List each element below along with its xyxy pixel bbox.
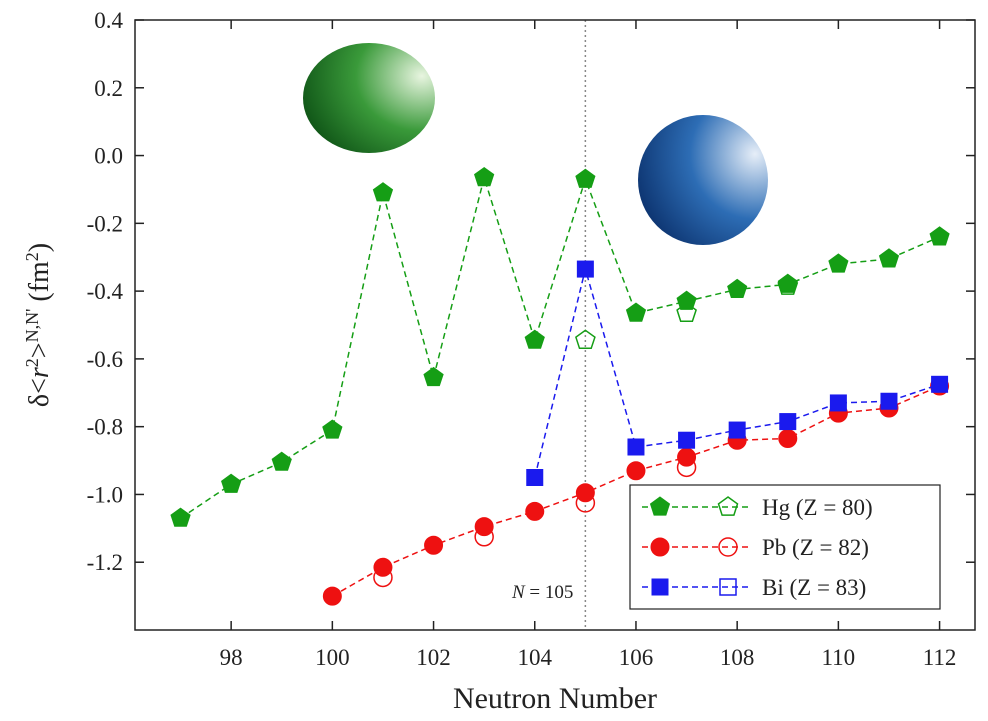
marker: [322, 419, 343, 439]
marker: [878, 248, 900, 268]
marker: [778, 429, 798, 449]
x-tick-label: 98: [220, 645, 243, 670]
marker: [526, 469, 544, 486]
y-tick-label: 0.0: [94, 144, 123, 169]
legend-label: Pb (Z = 82): [762, 535, 869, 560]
annotation-part: = 105: [525, 582, 574, 603]
y-tick-label: 0.2: [94, 76, 123, 101]
x-axis-label: Neutron Number: [453, 682, 657, 715]
marker: [777, 273, 798, 293]
spherical-nucleus: [638, 115, 768, 245]
series-line: [180, 174, 940, 519]
marker: [575, 168, 596, 188]
x-tick-label: 108: [720, 645, 755, 670]
marker: [880, 392, 898, 410]
marker: [322, 586, 342, 606]
marker: [424, 535, 444, 555]
x-tick-label: 100: [315, 645, 350, 670]
marker: [170, 507, 191, 527]
x-tick-label: 106: [619, 645, 654, 670]
y-tick-label: -0.4: [87, 279, 124, 304]
legend-marker: [719, 578, 737, 596]
annotation: N = 105: [511, 582, 573, 603]
legend-marker: [649, 496, 671, 516]
marker: [678, 431, 696, 449]
y-axis-label-part: r: [24, 367, 55, 378]
legend-box: [629, 484, 941, 610]
open-marker: [575, 329, 596, 350]
x-tick-label: 110: [822, 645, 856, 670]
y-axis-label-part: N,N': [22, 309, 42, 343]
y-tick-label: 0.4: [94, 8, 123, 33]
marker: [929, 226, 950, 246]
marker: [474, 166, 495, 187]
marker: [221, 473, 242, 493]
marker: [829, 394, 847, 412]
open-marker: [676, 302, 697, 322]
marker: [423, 366, 444, 387]
y-tick-label: -1.2: [87, 550, 123, 575]
x-tick-label: 102: [416, 645, 451, 670]
marker: [728, 421, 746, 439]
y-axis-label-part: >: [24, 342, 55, 358]
y-axis-label-part: δ<: [24, 378, 55, 407]
marker: [524, 329, 545, 349]
legend-marker: [717, 496, 739, 516]
y-tick-label: -0.6: [87, 347, 123, 372]
y-axis-label-part: (fm: [24, 261, 55, 309]
annotation-part: N: [511, 582, 526, 603]
plot-frame: [134, 19, 976, 631]
deformed-nucleus: [303, 43, 435, 153]
legend-label: Bi (Z = 83): [762, 575, 866, 600]
marker: [576, 260, 594, 278]
y-axis-label-part: 2: [22, 358, 42, 367]
marker: [727, 278, 748, 298]
x-tick-label: 104: [518, 645, 553, 670]
y-tick-label: -0.8: [87, 415, 123, 440]
marker: [372, 182, 394, 202]
marker: [931, 375, 949, 393]
marker: [676, 290, 697, 310]
marker: [575, 483, 595, 503]
marker: [627, 438, 645, 456]
legend-marker: [718, 537, 738, 557]
marker: [525, 501, 545, 521]
legend-marker: [651, 578, 669, 596]
marker: [779, 413, 797, 431]
y-axis-label-part: 2: [22, 252, 42, 261]
legend-marker: [650, 537, 670, 557]
y-tick-label: -1.0: [87, 482, 123, 507]
legend-label: Hg (Z = 80): [762, 495, 873, 520]
y-axis-label-part: ): [24, 243, 55, 252]
marker: [474, 517, 494, 537]
marker: [828, 253, 849, 273]
marker: [625, 302, 647, 322]
marker: [271, 451, 292, 471]
marker: [373, 557, 393, 577]
y-axis-label: δ<r2>N,N' (fm2): [22, 243, 55, 407]
y-tick-label: -0.2: [87, 211, 123, 236]
marker: [626, 461, 646, 481]
x-tick-label: 112: [923, 645, 957, 670]
marker: [677, 447, 697, 467]
